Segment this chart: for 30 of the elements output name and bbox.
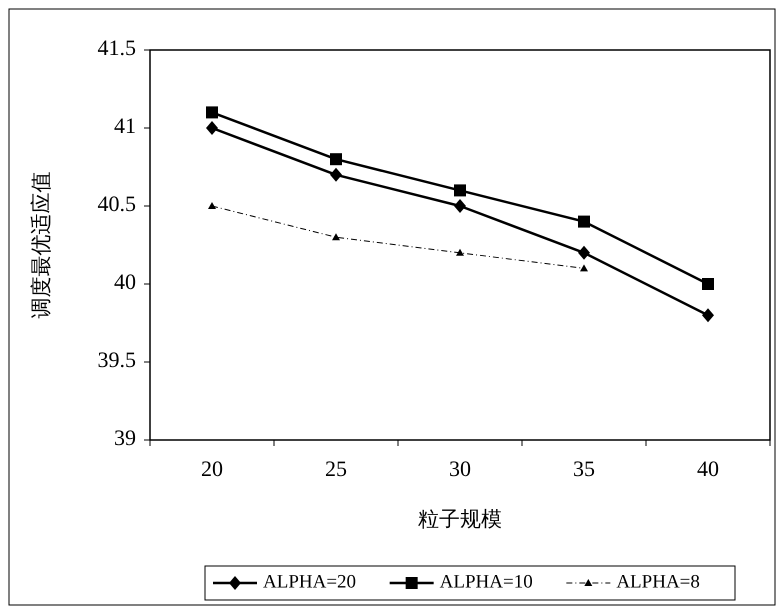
y-tick-label: 40.5 xyxy=(98,191,136,216)
y-tick-label: 39 xyxy=(114,425,136,450)
point xyxy=(332,233,340,240)
point xyxy=(206,121,218,135)
legend-label: ALPHA=10 xyxy=(440,571,533,592)
y-tick-label: 41.5 xyxy=(98,35,136,60)
point xyxy=(454,199,466,213)
legend-label: ALPHA=20 xyxy=(263,571,356,592)
x-tick-label: 30 xyxy=(449,456,471,481)
point xyxy=(206,106,218,118)
x-tick-label: 35 xyxy=(573,456,595,481)
point xyxy=(456,248,464,256)
point xyxy=(330,168,342,182)
y-tick-label: 39.5 xyxy=(98,347,136,372)
y-tick-label: 40 xyxy=(114,269,136,294)
x-axis-title: 粒子规模 xyxy=(418,507,502,531)
legend-label: ALPHA=8 xyxy=(616,571,700,592)
point xyxy=(454,184,466,196)
x-tick-label: 20 xyxy=(201,456,223,481)
point xyxy=(702,278,714,290)
x-tick-label: 25 xyxy=(325,456,347,481)
point xyxy=(580,264,588,272)
point xyxy=(578,246,590,260)
y-axis-title: 调度最优适应值 xyxy=(29,172,53,318)
point xyxy=(208,202,216,209)
x-tick-label: 40 xyxy=(697,456,719,481)
y-tick-label: 41 xyxy=(114,113,136,138)
point xyxy=(702,308,714,322)
point xyxy=(330,153,342,166)
point xyxy=(578,216,590,228)
